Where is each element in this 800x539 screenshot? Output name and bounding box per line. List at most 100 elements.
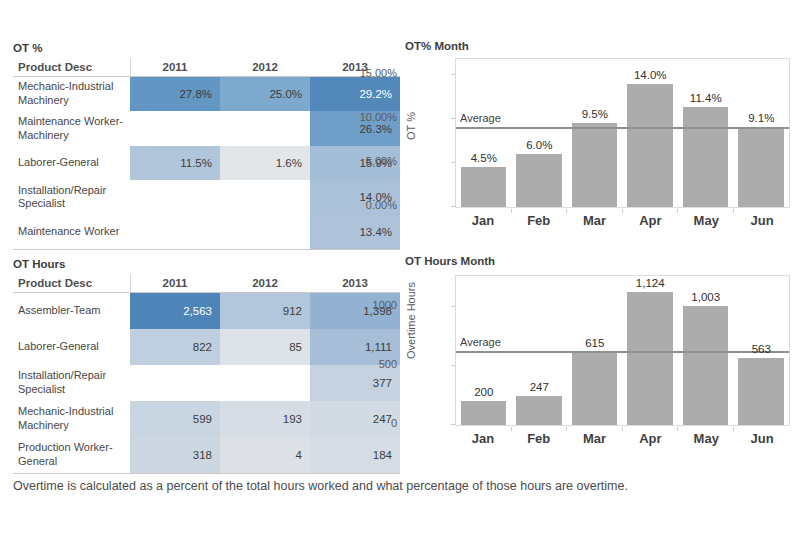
row-label: Production Worker-General: [13, 437, 130, 473]
heatmap-cell[interactable]: 11.5%: [130, 146, 220, 180]
x-tick-label: May: [678, 209, 734, 229]
ot-hours-table: OT Hours Product Desc201120122013 Assemb…: [13, 258, 400, 474]
heatmap-cell[interactable]: 318: [130, 437, 220, 473]
heatmap-cell[interactable]: 29.2%: [310, 77, 400, 111]
table-body: Assembler-Team2,5639121,398Laborer-Gener…: [13, 293, 400, 474]
row-label: Assembler-Team: [13, 293, 130, 329]
row-label: Maintenance Worker-Machinery: [13, 111, 130, 145]
bar[interactable]: [516, 396, 562, 425]
y-tick-label: 1000: [345, 299, 397, 311]
table-header-row: Product Desc201120122013: [13, 274, 400, 293]
x-tick-label: Apr: [622, 427, 678, 447]
row-label: Installation/Repair Specialist: [13, 180, 130, 214]
bar-value-label: 6.0%: [512, 139, 568, 151]
bar-value-label: 9.5%: [567, 108, 623, 120]
heatmap-cell[interactable]: 25.0%: [220, 77, 310, 111]
x-tick-mark: [622, 427, 623, 431]
heatmap-cell[interactable]: 193: [220, 401, 310, 437]
table-title: OT %: [13, 42, 400, 58]
header-divider: [130, 58, 131, 77]
bar[interactable]: [738, 127, 784, 207]
x-tick-label: Mar: [567, 209, 623, 229]
heatmap-cell[interactable]: 85: [220, 329, 310, 365]
bar[interactable]: [627, 292, 673, 425]
plot-area: 4.5%6.0%9.5%14.0%11.4%9.1%Average: [455, 58, 790, 208]
average-label: Average: [460, 336, 501, 348]
bar-value-label: 1,003: [678, 291, 734, 303]
heatmap-cell: [130, 365, 220, 401]
row-label: Laborer-General: [13, 329, 130, 365]
column-header: Product Desc: [13, 277, 130, 289]
heatmap-cell[interactable]: 1.6%: [220, 146, 310, 180]
x-tick-label: Jun: [734, 209, 790, 229]
bar[interactable]: [461, 167, 507, 207]
bar[interactable]: [683, 107, 729, 207]
heatmap-cell: [220, 111, 310, 145]
x-tick-mark: [566, 209, 567, 213]
chart-title: OT% Month: [405, 40, 795, 56]
y-tick-label: 10.00%: [345, 111, 397, 123]
row-label: Maintenance Worker: [13, 215, 130, 249]
ot-percent-month-chart: OT% Month OT % 0.00%5.00%10.00%15.00%4.5…: [405, 40, 795, 235]
heatmap-cell[interactable]: 4: [220, 437, 310, 473]
heatmap-cell[interactable]: 599: [130, 401, 220, 437]
bar[interactable]: [572, 352, 618, 425]
x-tick-mark: [511, 209, 512, 213]
bar[interactable]: [738, 358, 784, 425]
bar-value-label: 9.1%: [734, 112, 790, 124]
x-tick-mark: [511, 427, 512, 431]
y-tick-label: 0: [345, 417, 397, 429]
heatmap-cell[interactable]: 13.4%: [310, 215, 400, 249]
average-label: Average: [460, 112, 501, 124]
row-label: Laborer-General: [13, 146, 130, 180]
bar-value-label: 1,124: [623, 277, 679, 289]
heatmap-cell[interactable]: 912: [220, 293, 310, 329]
heatmap-cell[interactable]: 377: [310, 365, 400, 401]
column-header: 2012: [220, 61, 310, 73]
y-tick-label: 0.00%: [345, 199, 397, 211]
heatmap-cell: [130, 180, 220, 214]
column-header: Product Desc: [13, 61, 130, 73]
x-tick-label: Jan: [455, 209, 511, 229]
bar-value-label: 247: [512, 381, 568, 393]
bar[interactable]: [572, 123, 618, 207]
column-header: 2011: [130, 277, 220, 289]
column-header: 2013: [310, 277, 400, 289]
x-tick-mark: [622, 209, 623, 213]
ot-hours-month-chart: OT Hours Month Overtime Hours 0500100020…: [405, 255, 795, 455]
row-label: Mechanic-Industrial Machinery: [13, 401, 130, 437]
heatmap-cell: [220, 365, 310, 401]
header-divider: [130, 274, 131, 293]
ot-percent-table: OT % Product Desc201120122013 Mechanic-I…: [13, 42, 400, 250]
x-axis-labels: JanFebMarAprMayJun: [455, 209, 790, 229]
x-tick-label: Apr: [622, 209, 678, 229]
heatmap-cell[interactable]: 27.8%: [130, 77, 220, 111]
x-tick-label: Feb: [511, 427, 567, 447]
y-tick-label: 5.00%: [345, 155, 397, 167]
y-axis-label: Overtime Hours: [405, 343, 417, 359]
y-tick-label: 500: [345, 358, 397, 370]
heatmap-cell: [220, 215, 310, 249]
heatmap-cell[interactable]: 2,563: [130, 293, 220, 329]
x-axis-labels: JanFebMarAprMayJun: [455, 427, 790, 447]
table-title: OT Hours: [13, 258, 400, 274]
x-tick-mark: [677, 427, 678, 431]
x-tick-mark: [566, 427, 567, 431]
bar[interactable]: [516, 154, 562, 207]
column-header: 2012: [220, 277, 310, 289]
heatmap-cell[interactable]: 184: [310, 437, 400, 473]
bar[interactable]: [627, 84, 673, 207]
x-tick-label: Jun: [734, 427, 790, 447]
average-line: [456, 127, 789, 129]
bar[interactable]: [461, 401, 507, 425]
bar-value-label: 615: [567, 337, 623, 349]
chart-title: OT Hours Month: [405, 255, 795, 271]
bar[interactable]: [683, 306, 729, 425]
column-header: 2011: [130, 61, 220, 73]
x-tick-mark: [733, 427, 734, 431]
bar-value-label: 11.4%: [678, 92, 734, 104]
heatmap-cell[interactable]: 822: [130, 329, 220, 365]
x-tick-label: Mar: [567, 427, 623, 447]
x-tick-mark: [677, 209, 678, 213]
overtime-dashboard: OT % Product Desc201120122013 Mechanic-I…: [0, 0, 800, 539]
